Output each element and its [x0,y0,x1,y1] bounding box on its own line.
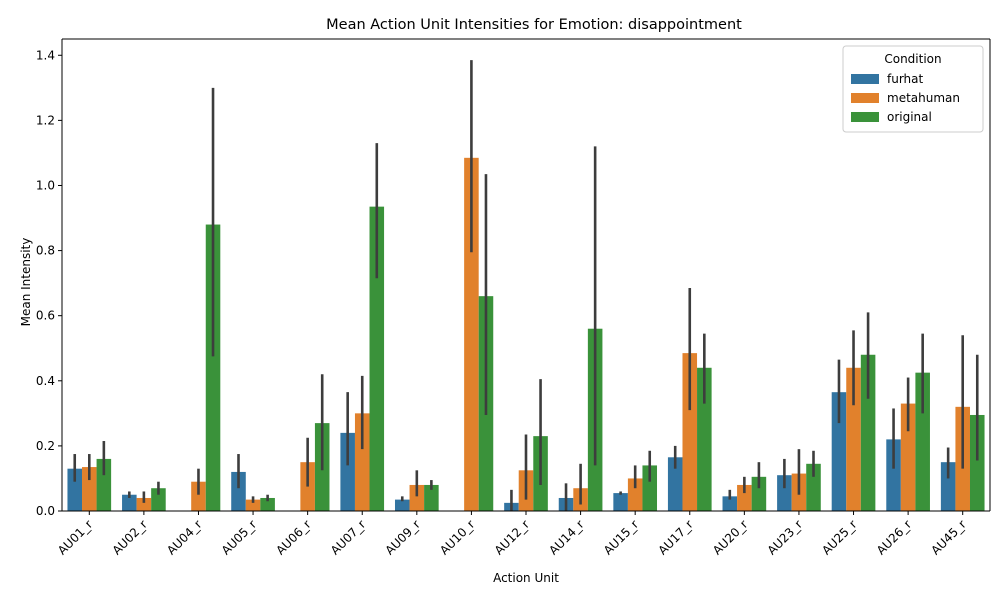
x-tick-label: AU06_r [273,517,313,557]
y-tick-label: 0.0 [36,504,55,518]
legend-title: Condition [884,52,941,66]
bar-furhat-AU01_r [67,468,83,511]
y-tick-label: 0.8 [36,244,55,258]
bar-original-AU05_r [260,497,275,511]
y-axis: 0.0 0.2 0.4 0.6 0.8 1.0 1.2 1.4 [36,39,63,518]
x-tick-label: AU12_r [492,517,532,557]
y-tick-label: 1.2 [36,113,55,127]
x-tick-label: AU15_r [601,517,641,557]
y-tick-label: 0.6 [36,309,55,323]
bar-metahuman-AU10_r [464,157,479,512]
legend: Condition furhat metahuman original [842,45,984,133]
legend-label-original: original [887,110,932,124]
y-tick-label: 0.2 [36,439,55,453]
legend-label-metahuman: metahuman [887,91,960,105]
x-tick-label: AU04_r [164,517,204,557]
bar-original-AU26_r [915,372,930,511]
x-tick-label: AU10_r [437,517,477,557]
bar-furhat-AU17_r [667,457,683,511]
bar-metahuman-AU01_r [82,467,97,511]
bar-metahuman-AU04_r [191,481,206,511]
x-tick-label: AU20_r [710,517,750,557]
legend-swatch-furhat [851,74,879,84]
y-tick-label: 1.4 [36,48,55,62]
bar-furhat-AU15_r [613,493,628,511]
bar-furhat-AU26_r [886,439,901,511]
chart-title: Mean Action Unit Intensities for Emotion… [326,17,742,33]
y-tick-label: 0.4 [36,374,55,388]
bar-metahuman-AU26_r [900,403,916,511]
bar-metahuman-AU07_r [354,413,370,511]
bar-metahuman-AU25_r [846,367,861,511]
bar-metahuman-AU17_r [682,353,698,511]
bar-furhat-AU07_r [340,432,355,511]
bar-original-AU02_r [151,488,166,511]
legend-swatch-metahuman [851,93,879,103]
bar-metahuman-AU15_r [627,478,643,511]
y-tick-label: 1.0 [36,178,55,192]
legend-label-furhat: furhat [887,72,924,86]
bar-furhat-AU05_r [231,471,246,511]
x-tick-label: AU14_r [546,517,586,557]
bar-original-AU23_r [806,463,821,511]
bar-original-AU15_r [642,465,658,511]
bars-layer [67,157,985,512]
bar-metahuman-AU05_r [245,499,261,511]
bar-metahuman-AU09_r [409,484,425,511]
bar-original-AU17_r [697,367,712,511]
bar-furhat-AU23_r [777,475,792,511]
bar-original-AU20_r [751,476,767,511]
bar-original-AU01_r [96,458,112,511]
x-tick-label: AU26_r [874,517,914,557]
bar-original-AU25_r [860,354,876,511]
bar-original-AU04_r [205,224,221,511]
x-tick-label: AU09_r [382,517,422,557]
y-axis-label: Mean Intensity [19,238,33,327]
bar-furhat-AU25_r [831,392,847,511]
x-tick-label: AU01_r [55,517,95,557]
bar-metahuman-AU02_r [136,497,152,511]
legend-swatch-original [851,112,879,122]
x-tick-label: AU23_r [765,517,805,557]
bar-furhat-AU20_r [722,496,738,511]
bar-original-AU07_r [369,206,385,512]
x-tick-label: AU02_r [110,517,150,557]
bar-furhat-AU45_r [940,462,956,511]
legend-box [842,45,984,133]
bar-furhat-AU02_r [122,494,137,511]
error-bars-layer [73,60,979,511]
x-tick-label: AU45_r [928,517,968,557]
x-tick-label: AU17_r [655,517,695,557]
bar-original-AU45_r [969,414,985,511]
bar-furhat-AU09_r [394,499,410,511]
x-tick-label: AU25_r [819,517,859,557]
x-tick-label: AU07_r [328,517,368,557]
x-axis-label: Action Unit [493,571,559,585]
bar-original-AU09_r [424,484,439,511]
bar-metahuman-AU20_r [737,484,752,511]
x-tick-label: AU05_r [219,517,259,557]
